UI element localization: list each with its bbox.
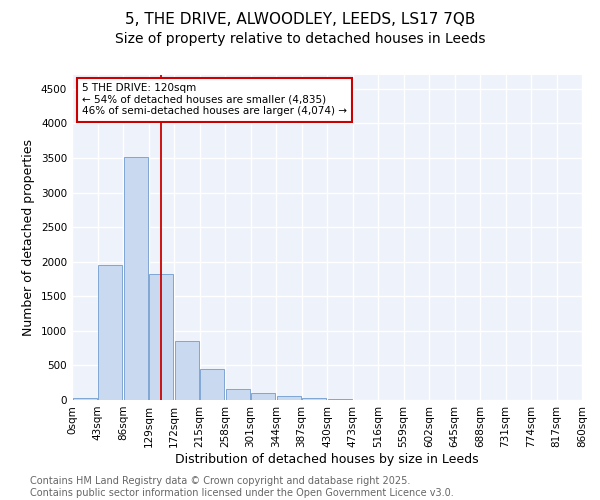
Bar — [200, 369, 224, 400]
X-axis label: Distribution of detached houses by size in Leeds: Distribution of detached houses by size … — [175, 452, 479, 466]
Bar — [98, 265, 122, 400]
Text: 5 THE DRIVE: 120sqm
← 54% of detached houses are smaller (4,835)
46% of semi-det: 5 THE DRIVE: 120sqm ← 54% of detached ho… — [82, 83, 347, 116]
Bar — [251, 393, 275, 400]
Bar — [175, 340, 199, 400]
Y-axis label: Number of detached properties: Number of detached properties — [22, 139, 35, 336]
Bar — [73, 398, 97, 400]
Text: Contains HM Land Registry data © Crown copyright and database right 2025.
Contai: Contains HM Land Registry data © Crown c… — [30, 476, 454, 498]
Bar — [328, 399, 352, 400]
Bar — [302, 398, 326, 400]
Bar — [277, 396, 301, 400]
Text: 5, THE DRIVE, ALWOODLEY, LEEDS, LS17 7QB: 5, THE DRIVE, ALWOODLEY, LEEDS, LS17 7QB — [125, 12, 475, 28]
Bar — [149, 274, 173, 400]
Bar — [226, 389, 250, 400]
Text: Size of property relative to detached houses in Leeds: Size of property relative to detached ho… — [115, 32, 485, 46]
Bar — [124, 156, 148, 400]
